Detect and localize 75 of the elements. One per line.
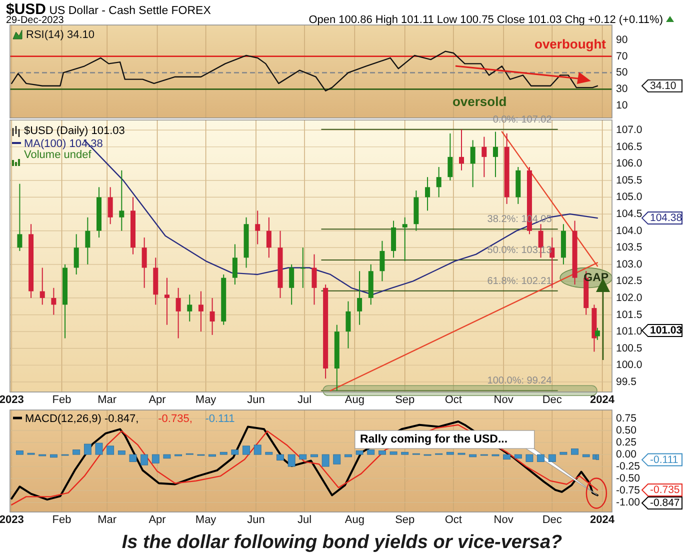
- x-tick-label: Jul: [297, 394, 312, 406]
- x-tick-label: Jul: [297, 514, 312, 526]
- text: -0.735,: [158, 413, 192, 425]
- x-tick-label: Nov: [494, 394, 514, 406]
- chart-subtitle: 29-Dec-2023: [6, 15, 64, 26]
- y-tick-label: 101.5: [616, 308, 642, 321]
- x-tick-label: Dec: [542, 394, 562, 406]
- text: 34.10: [650, 80, 676, 92]
- y-tick-label: 102.0: [616, 292, 642, 304]
- y-tick-label: -0.75: [616, 484, 640, 496]
- text: Is the dollar following bond yields or vice-versa?: [122, 532, 563, 553]
- x-tick-label: Apr: [148, 514, 166, 526]
- y-tick-label: 90: [616, 34, 628, 46]
- text: 104.38: [650, 212, 682, 224]
- x-tick-label: May: [195, 394, 217, 406]
- ref-line-label: 61.8%: 102.21: [487, 276, 552, 287]
- y-tick-label: 103.0: [616, 258, 642, 270]
- x-tick-label: Feb: [52, 514, 72, 526]
- y-tick-label: 0.50: [616, 424, 637, 437]
- x-tick-label: Oct: [444, 514, 462, 526]
- y-tick-label: 100.0: [616, 359, 642, 372]
- x-tick-label: Aug: [344, 394, 364, 406]
- annotation: Open 100.86 High 101.11 Low 100.75 Close 101.03 Chg +0.12 (+0.11%): [308, 14, 663, 26]
- x-tick-label: Jun: [247, 394, 265, 406]
- x-tick-label: Nov: [494, 514, 514, 526]
- y-tick-label: 70: [616, 50, 628, 62]
- y-tick-label: 101.0: [616, 326, 642, 338]
- ref-line-label: overbought: [534, 36, 607, 52]
- y-tick-label: 105.5: [616, 174, 642, 186]
- y-tick-label: 102.5: [616, 275, 642, 288]
- x-tick-label: Apr: [148, 394, 166, 406]
- annotation: Volume undef: [24, 149, 92, 161]
- x-tick-label: Jun: [247, 514, 265, 526]
- y-tick-label: 105.0: [616, 191, 642, 204]
- ref-line-label: 100.0%: 99.24: [487, 376, 552, 387]
- y-tick-label: -0.50: [616, 472, 640, 484]
- y-tick-label: -0.25: [616, 460, 640, 473]
- y-tick-label: -1.00: [616, 496, 640, 508]
- y-tick-label: 106.5: [616, 140, 642, 153]
- y-tick-label: 107.0: [616, 124, 642, 136]
- y-tick-label: 0.00: [616, 448, 637, 461]
- x-tick-label: Sep: [395, 514, 415, 526]
- text: 101.03: [650, 324, 682, 337]
- y-tick-label: 30: [616, 83, 628, 96]
- y-tick-label: 100.5: [616, 342, 642, 354]
- y-tick-label: 104.5: [616, 208, 642, 220]
- y-tick-label: 10: [616, 100, 628, 112]
- text: -0.847: [650, 496, 680, 509]
- x-tick-label: Sep: [395, 394, 415, 406]
- y-tick-label: 0.25: [616, 436, 637, 449]
- x-tick-label: Mar: [98, 394, 117, 406]
- x-tick-label: Oct: [444, 394, 462, 406]
- text: -0.111: [650, 454, 678, 466]
- ref-line-label: oversold: [452, 94, 507, 110]
- y-tick-label: 104.0: [616, 224, 642, 237]
- x-tick-label: 2023: [0, 514, 24, 526]
- x-tick-label: May: [195, 514, 217, 526]
- x-tick-label: Feb: [52, 394, 72, 406]
- y-tick-label: 103.5: [616, 242, 642, 254]
- y-tick-label: 50: [616, 66, 628, 79]
- x-tick-label: Aug: [344, 514, 364, 526]
- y-tick-label: 106.0: [616, 158, 642, 170]
- y-tick-label: 0.75: [616, 412, 637, 425]
- text: -0.735: [650, 484, 680, 496]
- x-tick-label: Mar: [98, 514, 117, 526]
- legend-label: MACD(12,26,9) -0.847,: [25, 413, 139, 425]
- annotation: $USD (Daily) 101.03: [24, 125, 125, 137]
- x-tick-label: 2023: [0, 394, 24, 406]
- annotation: Rally coming for the USD...: [360, 434, 508, 446]
- y-tick-label: 99.5: [616, 376, 637, 388]
- series-label: RSI(14) 34.10: [26, 29, 94, 41]
- x-tick-label: Dec: [542, 514, 562, 526]
- x-tick-label: 2024: [590, 394, 616, 406]
- x-tick-label: 2024: [590, 514, 616, 526]
- text: -0.111: [205, 413, 235, 425]
